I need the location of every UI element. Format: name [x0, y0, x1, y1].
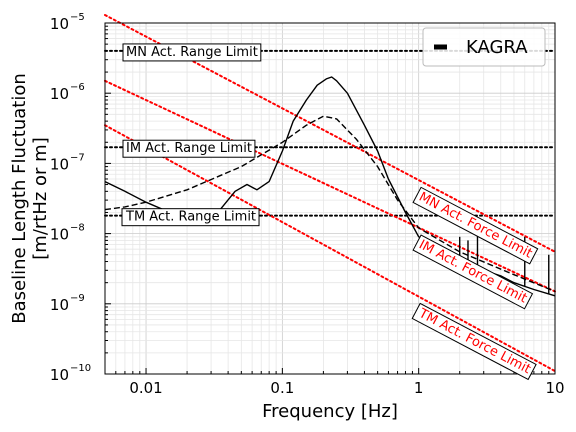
x-tick-label: 1: [414, 379, 424, 397]
legend-label-kagra: KAGRA: [466, 37, 528, 58]
limit-lines: [104, 14, 556, 373]
y-tick-label: 10: [50, 15, 69, 33]
series-layer: [104, 76, 556, 297]
x-tick-label: 10: [545, 379, 564, 397]
legend-box: [422, 27, 546, 67]
x-tick-label: 0.1: [270, 379, 294, 397]
range-limit-label-text: TM Act. Range Limit: [125, 210, 256, 225]
x-axis-title: Frequency [Hz]: [262, 401, 398, 422]
y-axis-title-line2: [m/rtHz or m]: [30, 137, 51, 259]
range-limit-label: MN Act. Range Limit: [122, 43, 262, 62]
range-limit-label-box: [122, 43, 262, 62]
range-limit-label-box: [121, 208, 260, 227]
x-tick-label: 0.01: [129, 379, 162, 397]
y-tick-label: 10: [50, 296, 69, 314]
plot-frame: [104, 22, 556, 375]
y-tick-label: 10: [50, 366, 69, 384]
range-limit-label-text: MN Act. Range Limit: [126, 45, 258, 60]
y-tick-exponent: −10: [70, 363, 91, 374]
force-limit-line: [104, 79, 556, 293]
force-limit-label-text: TM Act. Force Limit: [415, 306, 533, 377]
series-kagra-line: [104, 76, 556, 297]
y-tick-exponent: −9: [70, 293, 85, 304]
series-dashed-line: [104, 115, 556, 293]
y-tick-exponent: −8: [70, 223, 85, 234]
grid: [104, 22, 556, 375]
y-tick-exponent: −7: [70, 152, 85, 163]
y-tick-label: 10: [50, 155, 69, 173]
y-tick-exponent: −6: [70, 82, 85, 93]
force-limit-line: [104, 124, 556, 373]
range-limit-label-text: IM Act. Range Limit: [126, 141, 252, 156]
y-tick-label: 10: [50, 226, 69, 244]
limit-labels: MN Act. Range Limit IM Act. Range Limit TM…: [121, 43, 539, 381]
range-limit-label: IM Act. Range Limit: [122, 139, 256, 158]
force-limit-label-box: [412, 186, 539, 265]
force-limit-label-box: [412, 234, 534, 310]
y-axis-title-line1: Baseline Length Fluctuation: [9, 73, 30, 323]
y-tick-exponent: −5: [70, 12, 85, 23]
range-limit-label-box: [122, 139, 256, 158]
legend: KAGRA: [422, 27, 546, 67]
range-limit-label: TM Act. Range Limit: [121, 208, 260, 227]
y-tick-label: 10: [50, 85, 69, 103]
force-limit-label-box: [411, 302, 537, 381]
y-axis-title: Baseline Length Fluctuation [m/rtHz or m…: [9, 73, 51, 323]
